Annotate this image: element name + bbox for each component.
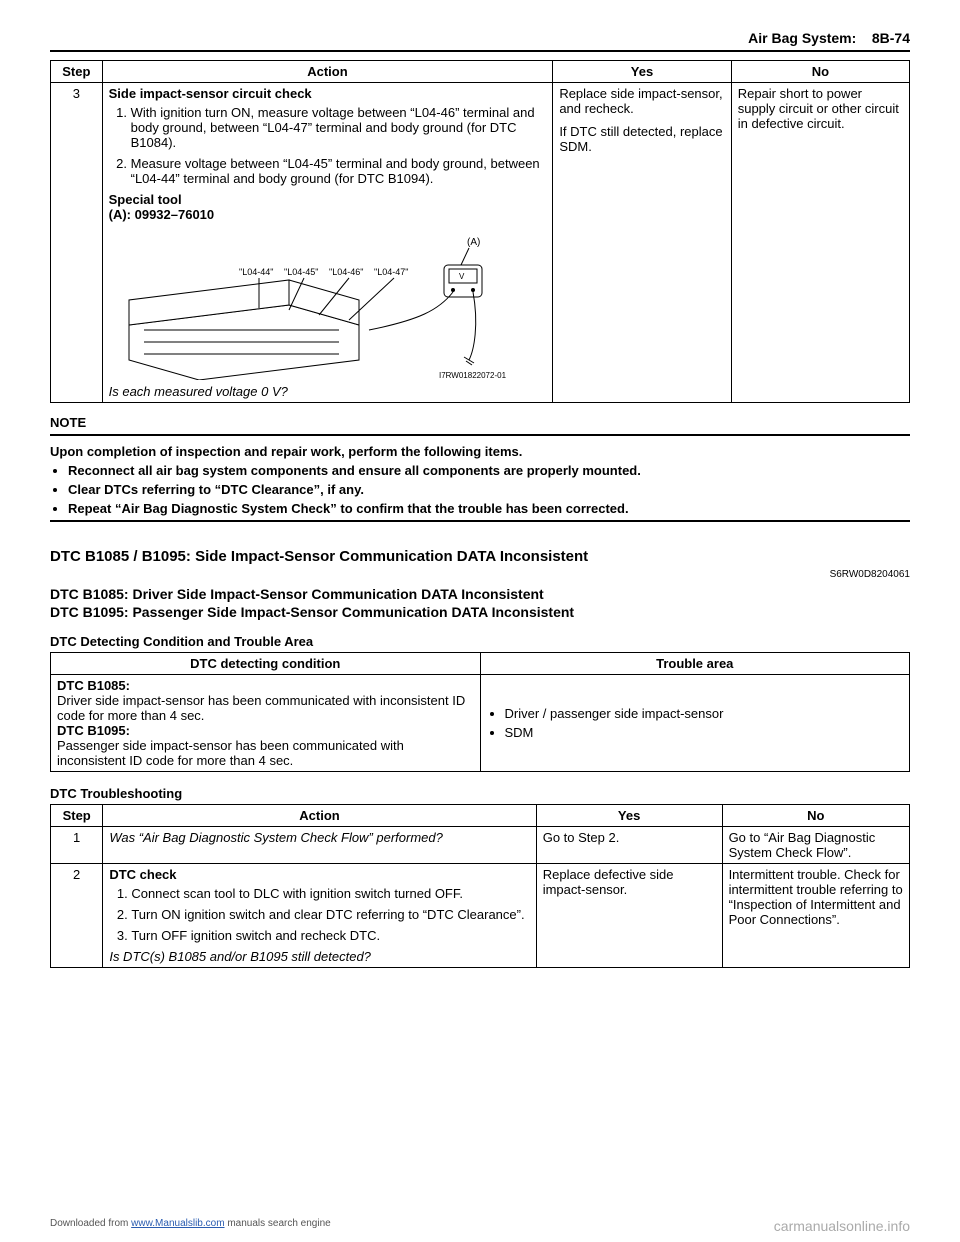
table-row: 1 Was “Air Bag Diagnostic System Check F…: [51, 827, 910, 864]
section-title: DTC B1085 / B1095: Side Impact-Sensor Co…: [50, 548, 910, 565]
action-cell: Side impact-sensor circuit check With ig…: [102, 83, 553, 403]
col-no: No: [731, 61, 909, 83]
special-tool-label: Special tool: [109, 192, 547, 207]
yes-cell: Replace side impact-sensor, and recheck.…: [553, 83, 731, 403]
b1095-label: DTC B1095:: [57, 723, 130, 738]
b1085-label: DTC B1085:: [57, 678, 130, 693]
label-a: (A): [467, 237, 480, 248]
table-row: 3 Side impact-sensor circuit check With …: [51, 83, 910, 403]
no-cell: Repair short to power supply circuit or …: [731, 83, 909, 403]
watermark: carmanualsonline.info: [774, 1218, 910, 1234]
yes-text-1: Replace side impact-sensor, and recheck.: [559, 86, 724, 116]
table-row: DTC B1085: Driver side impact-sensor has…: [51, 675, 910, 772]
list-item: Measure voltage between “L04-45” termina…: [131, 156, 547, 186]
col-area: Trouble area: [480, 653, 910, 675]
footer-prefix: Downloaded from: [50, 1218, 131, 1229]
label-l45: "L04-45": [284, 267, 318, 277]
step-num: 1: [51, 827, 103, 864]
yes-text-2: If DTC still detected, replace SDM.: [559, 124, 724, 154]
yes-cell: Go to Step 2.: [536, 827, 722, 864]
subheading-1: DTC B1085: Driver Side Impact-Sensor Com…: [50, 586, 910, 602]
action-cell: DTC check Connect scan tool to DLC with …: [103, 864, 536, 968]
figure-number: I7RW01822072-01: [439, 371, 507, 380]
step-num: 3: [51, 83, 103, 403]
action-title: DTC check: [109, 867, 176, 882]
list-item: Connect scan tool to DLC with ignition s…: [131, 886, 529, 901]
header-page: 8B-74: [872, 30, 910, 46]
header-section: Air Bag System:: [748, 30, 856, 46]
note-intro: Upon completion of inspection and repair…: [50, 444, 910, 459]
action-cell: Was “Air Bag Diagnostic System Check Flo…: [103, 827, 536, 864]
col-step: Step: [51, 805, 103, 827]
note-rule-top: [50, 434, 910, 436]
b1095-text: Passenger side impact-sensor has been co…: [57, 738, 404, 768]
circuit-check-table: Step Action Yes No 3 Side impact-sensor …: [50, 60, 910, 403]
b1085-text: Driver side impact-sensor has been commu…: [57, 693, 465, 723]
area-list: Driver / passenger side impact-sensor SD…: [487, 706, 904, 740]
svg-text:V: V: [459, 272, 465, 281]
col-action: Action: [102, 61, 553, 83]
list-item: Turn OFF ignition switch and recheck DTC…: [131, 928, 529, 943]
no-cell: Go to “Air Bag Diagnostic System Check F…: [722, 827, 909, 864]
condition-cell: DTC B1085: Driver side impact-sensor has…: [51, 675, 481, 772]
action-steps: Connect scan tool to DLC with ignition s…: [109, 886, 529, 943]
troubleshooting-table: Step Action Yes No 1 Was “Air Bag Diagno…: [50, 804, 910, 968]
label-l44: "L04-44": [239, 267, 273, 277]
list-item: Repeat “Air Bag Diagnostic System Check”…: [68, 501, 910, 516]
list-item: Reconnect all air bag system components …: [68, 463, 910, 478]
subheading-2: DTC B1095: Passenger Side Impact-Sensor …: [50, 604, 910, 620]
list-item: Clear DTCs referring to “DTC Clearance”,…: [68, 482, 910, 497]
page-header: Air Bag System: 8B-74: [50, 30, 910, 52]
step-num: 2: [51, 864, 103, 968]
action-question: Is each measured voltage 0 V?: [109, 384, 547, 399]
table-row: 2 DTC check Connect scan tool to DLC wit…: [51, 864, 910, 968]
col-no: No: [722, 805, 909, 827]
trouble-table-title: DTC Troubleshooting: [50, 786, 910, 801]
list-item: Turn ON ignition switch and clear DTC re…: [131, 907, 529, 922]
action-question: Is DTC(s) B1085 and/or B1095 still detec…: [109, 949, 529, 964]
special-tool-code: (A): 09932–76010: [109, 207, 547, 222]
footer-suffix: manuals search engine: [227, 1218, 330, 1229]
footer-link[interactable]: www.Manualslib.com: [131, 1218, 224, 1229]
note-label: NOTE: [50, 415, 910, 430]
section-ref: S6RW0D8204061: [50, 569, 910, 580]
yes-cell: Replace defective side impact-sensor.: [536, 864, 722, 968]
list-item: SDM: [505, 725, 904, 740]
cond-table-title: DTC Detecting Condition and Trouble Area: [50, 634, 910, 649]
note-list: Reconnect all air bag system components …: [50, 463, 910, 516]
connector-diagram: "L04-44" "L04-45" "L04-46" "L04-47" (A) …: [109, 230, 547, 380]
condition-table: DTC detecting condition Trouble area DTC…: [50, 652, 910, 772]
col-condition: DTC detecting condition: [51, 653, 481, 675]
list-item: With ignition turn ON, measure voltage b…: [131, 105, 547, 150]
action-title: Side impact-sensor circuit check: [109, 86, 312, 101]
area-cell: Driver / passenger side impact-sensor SD…: [480, 675, 910, 772]
col-yes: Yes: [536, 805, 722, 827]
label-l46: "L04-46": [329, 267, 363, 277]
no-cell: Intermittent trouble. Check for intermit…: [722, 864, 909, 968]
col-step: Step: [51, 61, 103, 83]
page-footer: Downloaded from www.Manualslib.com manua…: [50, 1218, 910, 1234]
col-yes: Yes: [553, 61, 731, 83]
action-steps: With ignition turn ON, measure voltage b…: [109, 105, 547, 186]
note-rule-bottom: [50, 520, 910, 522]
label-l47: "L04-47": [374, 267, 408, 277]
col-action: Action: [103, 805, 536, 827]
list-item: Driver / passenger side impact-sensor: [505, 706, 904, 721]
